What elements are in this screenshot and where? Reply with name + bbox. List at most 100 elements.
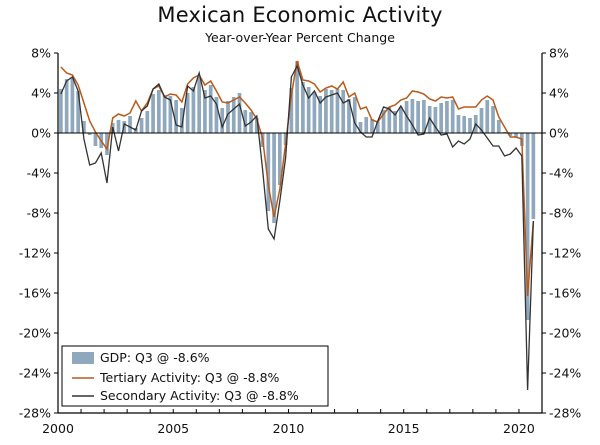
gdp-bar	[450, 100, 455, 133]
gdp-bar	[479, 108, 484, 133]
gdp-bar	[197, 77, 202, 133]
legend-label-tertiary: Tertiary Activity: Q3 @ -8.8%	[99, 370, 280, 385]
gdp-bar	[531, 133, 536, 219]
chart-title: Mexican Economic Activity	[157, 3, 443, 27]
gdp-bar	[387, 107, 392, 133]
x-tick-label: 2000	[42, 421, 74, 436]
y-tick-label-left: -16%	[19, 286, 51, 301]
y-tick-label-left: -24%	[19, 366, 51, 381]
y-tick-label-right: -12%	[549, 246, 581, 261]
gdp-bar	[185, 93, 190, 133]
gdp-bar	[514, 133, 518, 138]
gdp-bar	[145, 111, 150, 133]
gdp-bar	[266, 133, 271, 211]
gdp-bar	[358, 122, 363, 133]
legend-box	[61, 345, 329, 407]
gdp-bar	[301, 82, 305, 133]
gdp-bar	[82, 121, 86, 133]
gdp-bar	[156, 90, 161, 133]
x-tick-label: 2005	[157, 421, 189, 436]
gdp-bar	[139, 118, 144, 133]
gdp-bar	[214, 97, 219, 133]
gdp-bar	[116, 120, 121, 133]
gdp-bar	[93, 133, 98, 146]
x-tick-label: 2020	[503, 421, 535, 436]
secondary-activity-line	[60, 64, 535, 391]
gdp-bar	[226, 101, 230, 133]
gdp-bar	[347, 99, 351, 133]
gdp-bar	[416, 101, 420, 133]
gdp-bar	[352, 97, 357, 133]
gdp-bar	[272, 133, 276, 223]
gdp-bar	[324, 89, 328, 133]
gdp-bar	[329, 90, 334, 133]
chart-subtitle: Year-over-Year Percent Change	[205, 30, 395, 45]
gdp-bar	[243, 110, 248, 133]
gdp-bar	[468, 118, 472, 133]
gdp-bar	[76, 91, 81, 133]
legend: GDP: Q3 @ -8.6% Tertiary Activity: Q3 @ …	[61, 345, 329, 407]
x-tick-label: 2010	[273, 421, 305, 436]
gdp-bar	[208, 85, 213, 133]
gdp-bar	[410, 99, 415, 133]
y-tick-label-right: 4%	[549, 86, 569, 101]
gdp-bar	[393, 111, 397, 133]
gdp-bar	[433, 107, 438, 133]
gdp-bar	[370, 119, 374, 133]
y-tick-label-left: -20%	[19, 326, 51, 341]
gdp-bar	[312, 92, 317, 133]
y-tick-label-left: 4%	[31, 86, 51, 101]
gdp-bar	[364, 117, 369, 133]
gdp-bar	[191, 87, 196, 133]
gdp-bar	[128, 116, 132, 133]
y-tick-label-right: -24%	[549, 366, 581, 381]
x-tick-label: 2015	[388, 421, 420, 436]
gdp-bar	[485, 100, 490, 133]
gdp-bar	[168, 96, 173, 133]
gdp-bar	[462, 116, 467, 133]
gdp-bar	[277, 133, 282, 185]
y-tick-label-left: 8%	[31, 46, 51, 61]
gdp-bar	[220, 108, 225, 133]
gdp-bar	[491, 106, 495, 133]
gdp-bar	[203, 90, 207, 133]
gdp-bar	[306, 87, 311, 133]
gdp-bar	[295, 61, 299, 133]
gdp-bar	[456, 115, 461, 133]
gdp-bar	[439, 103, 444, 133]
gdp-bars	[59, 61, 536, 320]
gdp-bar	[151, 94, 155, 133]
y-tick-label-right: -28%	[549, 406, 581, 421]
gdp-bar	[64, 79, 69, 133]
gdp-bar	[254, 118, 259, 133]
axes: 8% 8% 4% 4% 0% 0% -4% -4% -8% -8% -12% -12% -16% -16%…	[19, 46, 582, 437]
gdp-bar	[237, 93, 242, 133]
y-tick-label-left: -12%	[19, 246, 51, 261]
legend-swatch-gdp	[72, 352, 94, 364]
gdp-bar	[341, 90, 346, 133]
gdp-bar	[174, 100, 178, 133]
gdp-bar	[525, 133, 530, 320]
gdp-bar	[162, 95, 167, 133]
gdp-bar	[508, 133, 513, 136]
gdp-bar	[87, 133, 92, 135]
gdp-bar	[180, 108, 184, 133]
y-tick-label-right: -8%	[549, 206, 573, 221]
gdp-bar	[105, 133, 109, 155]
y-tick-label-left: -4%	[27, 166, 51, 181]
gdp-bar	[70, 77, 75, 133]
y-tick-label-left: 0%	[31, 126, 51, 141]
tertiary-activity-line	[60, 60, 535, 297]
gdp-bar	[231, 97, 236, 133]
legend-label-secondary: Secondary Activity: Q3 @ -8.8%	[100, 388, 299, 403]
gdp-bar	[445, 101, 449, 133]
y-tick-label-left: -28%	[19, 406, 51, 421]
gdp-bar	[422, 100, 426, 133]
gdp-bar	[318, 96, 323, 133]
legend-label-gdp: GDP: Q3 @ -8.6%	[100, 350, 210, 365]
y-tick-label-right: 8%	[549, 46, 569, 61]
gdp-bar	[335, 89, 340, 133]
gdp-bar	[375, 122, 380, 133]
y-tick-label-right: 0%	[549, 126, 569, 141]
